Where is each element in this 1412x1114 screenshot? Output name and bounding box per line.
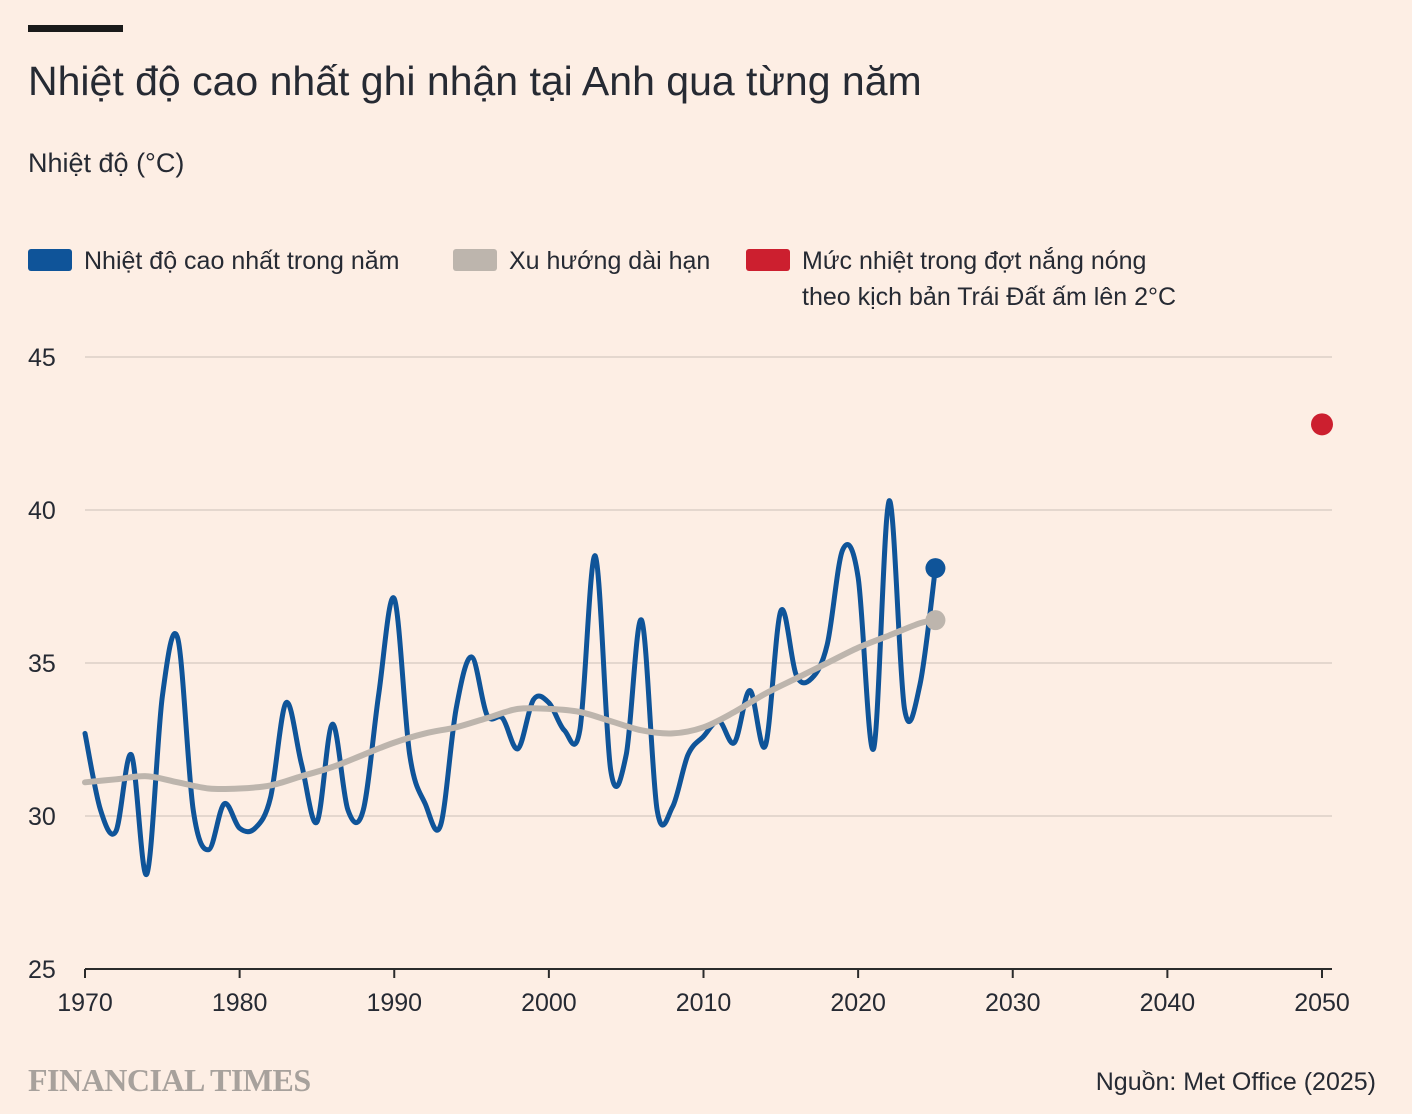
legend: Nhiệt độ cao nhất trong năm Xu hướng dài… [28, 243, 1388, 313]
legend-swatch-trend [453, 249, 497, 271]
x-tick-label-2050: 2050 [1294, 989, 1350, 1017]
chart-title: Nhiệt độ cao nhất ghi nhận tại Anh qua t… [28, 58, 922, 104]
series-line-trend [82, 617, 939, 793]
legend-item-annual-max: Nhiệt độ cao nhất trong năm [28, 243, 399, 279]
header-rule [28, 25, 123, 32]
axis-ticks: 25 30 35 40 45 1970 1980 1990 2000 2010 2020 2030 20… [28, 344, 1350, 1017]
legend-item-scenario: Mức nhiệt trong đợt nắng nóng theo kịch … [746, 243, 1176, 315]
y-tick-label-25: 25 [28, 956, 56, 984]
x-tick-label-2030: 2030 [985, 989, 1041, 1017]
source-note: Nguồn: Met Office (2025) [1095, 1068, 1376, 1096]
series-line-annual-max [82, 498, 938, 877]
end-point-annual-max [925, 558, 946, 579]
ft-logo: FINANCIAL TIMES [28, 1062, 311, 1098]
legend-label-annual-max: Nhiệt độ cao nhất trong năm [84, 247, 400, 275]
y-tick-label-30: 30 [28, 803, 56, 831]
x-tick-label-2000: 2000 [521, 989, 577, 1017]
legend-swatch-scenario [746, 249, 790, 271]
legend-label-scenario: Mức nhiệt trong đợt nắng nóng theo kịch … [802, 247, 1177, 311]
x-tick-label-2040: 2040 [1140, 989, 1196, 1017]
y-tick-label-35: 35 [28, 650, 56, 678]
x-tick-label-2020: 2020 [830, 989, 886, 1017]
x-tick-label-1990: 1990 [366, 989, 422, 1017]
y-tick-label-40: 40 [28, 497, 56, 525]
series-layer [82, 413, 1333, 877]
legend-swatch-annual-max [28, 249, 72, 271]
legend-item-trend: Xu hướng dài hạn [453, 243, 710, 279]
legend-label-trend: Xu hướng dài hạn [509, 247, 711, 275]
gridlines [85, 356, 1332, 970]
x-tick-label-2010: 2010 [676, 989, 732, 1017]
end-point-trend [925, 610, 946, 631]
scenario-point-2050 [1311, 413, 1333, 436]
y-axis-label: Nhiệt độ (°C) [28, 148, 185, 178]
x-tick-label-1980: 1980 [212, 989, 268, 1017]
y-tick-label-45: 45 [28, 344, 56, 372]
x-tick-label-1970: 1970 [57, 989, 113, 1017]
